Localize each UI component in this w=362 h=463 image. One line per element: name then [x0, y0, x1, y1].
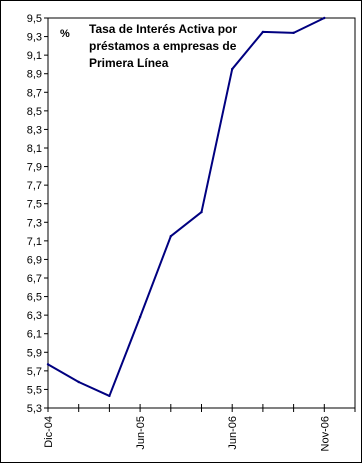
- plot-area: [47, 17, 356, 409]
- y-tick-label: 7,9: [27, 162, 42, 174]
- y-tick-label: 7,5: [27, 199, 42, 211]
- y-axis: 5,3 5,5 5,7 5,9 6,1 6,3 6,5 6,7 6,9 7,1 7,3 7,5 7,7 7…: [27, 13, 48, 415]
- data-point: [138, 315, 142, 319]
- y-tick-label: 6,1: [27, 329, 42, 341]
- y-tick-label: 7,7: [27, 180, 42, 192]
- unit-label: %: [60, 28, 70, 40]
- data-point: [261, 30, 265, 34]
- data-point: [292, 31, 295, 35]
- y-tick-label: 6,5: [27, 292, 42, 304]
- series-layer: [46, 16, 326, 398]
- y-tick-label: 8,1: [27, 143, 42, 155]
- x-axis: Dic-04 Jun-05 Jun-06 Nov-06: [43, 404, 356, 451]
- data-point: [323, 16, 326, 20]
- y-tick-label: 6,3: [27, 310, 42, 322]
- x-tick-label: Jun-05: [135, 416, 147, 450]
- chart-title-line-2: préstamos a empresas de: [89, 39, 237, 53]
- chart-title-line-1: Tasa de Interés Activa por: [89, 22, 237, 36]
- y-tick-label: 7,3: [27, 217, 42, 229]
- x-tick-label: Dic-04: [43, 416, 55, 448]
- y-tick-label: 9,3: [27, 32, 42, 44]
- series-line: [47, 17, 325, 397]
- y-tick-label: 9,1: [27, 50, 42, 62]
- y-tick-label: 5,5: [27, 384, 42, 396]
- x-tick-label: Jun-06: [227, 416, 239, 450]
- data-point: [169, 235, 172, 238]
- data-point: [200, 210, 203, 214]
- y-tick-label: 8,7: [27, 87, 42, 99]
- data-point: [231, 67, 234, 71]
- y-tick-label: 5,9: [27, 347, 42, 359]
- y-tick-label: 6,7: [27, 273, 42, 285]
- y-tick-label: 7,1: [27, 236, 42, 248]
- y-tick-label: 8,9: [27, 69, 42, 81]
- y-tick-label: 8,3: [27, 124, 42, 136]
- y-tick-label: 8,5: [27, 106, 42, 118]
- y-tick-label: 5,3: [27, 403, 42, 415]
- chart-title-line-3: Primera Línea: [89, 56, 169, 70]
- data-point: [77, 380, 80, 384]
- y-tick-label: 5,7: [27, 366, 42, 378]
- y-tick-label: 9,5: [27, 13, 42, 25]
- x-tick-label: Nov-06: [319, 416, 331, 451]
- data-point: [108, 394, 111, 398]
- data-point: [46, 363, 50, 366]
- y-tick-label: 6,9: [27, 254, 42, 266]
